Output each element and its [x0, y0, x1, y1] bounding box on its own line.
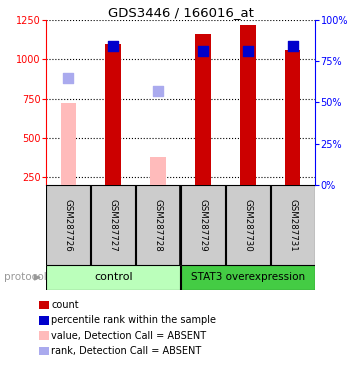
Text: count: count [51, 300, 79, 310]
Title: GDS3446 / 166016_at: GDS3446 / 166016_at [108, 6, 253, 19]
Text: GSM287727: GSM287727 [109, 199, 118, 252]
Bar [105, 43, 121, 185]
Text: STAT3 overexpression: STAT3 overexpression [191, 273, 305, 283]
Text: GSM287729: GSM287729 [199, 199, 208, 251]
Bar [136, 185, 180, 265]
Point [290, 43, 295, 50]
Bar [150, 157, 166, 185]
Point [245, 48, 251, 55]
Bar [39, 301, 49, 310]
Point [155, 88, 161, 94]
Bar [91, 185, 135, 265]
Text: protocol: protocol [4, 273, 46, 283]
Bar [47, 265, 180, 290]
Bar [39, 331, 49, 340]
Bar [226, 185, 270, 265]
Text: GSM287726: GSM287726 [64, 199, 73, 252]
Point [66, 74, 71, 81]
Text: rank, Detection Call = ABSENT: rank, Detection Call = ABSENT [51, 346, 201, 356]
Text: percentile rank within the sample: percentile rank within the sample [51, 315, 216, 325]
Bar [181, 265, 314, 290]
Bar [61, 103, 76, 185]
Text: value, Detection Call = ABSENT: value, Detection Call = ABSENT [51, 331, 206, 341]
Bar [195, 34, 211, 185]
Point [200, 48, 206, 55]
Text: GSM287731: GSM287731 [288, 199, 297, 252]
Text: GSM287730: GSM287730 [243, 199, 252, 252]
Text: GSM287728: GSM287728 [153, 199, 162, 252]
Bar [285, 50, 300, 185]
Bar [240, 25, 256, 185]
Bar [39, 316, 49, 325]
Text: control: control [94, 273, 132, 283]
Bar [271, 185, 314, 265]
Bar [47, 185, 90, 265]
Bar [181, 185, 225, 265]
Point [110, 43, 116, 50]
Bar [39, 347, 49, 356]
